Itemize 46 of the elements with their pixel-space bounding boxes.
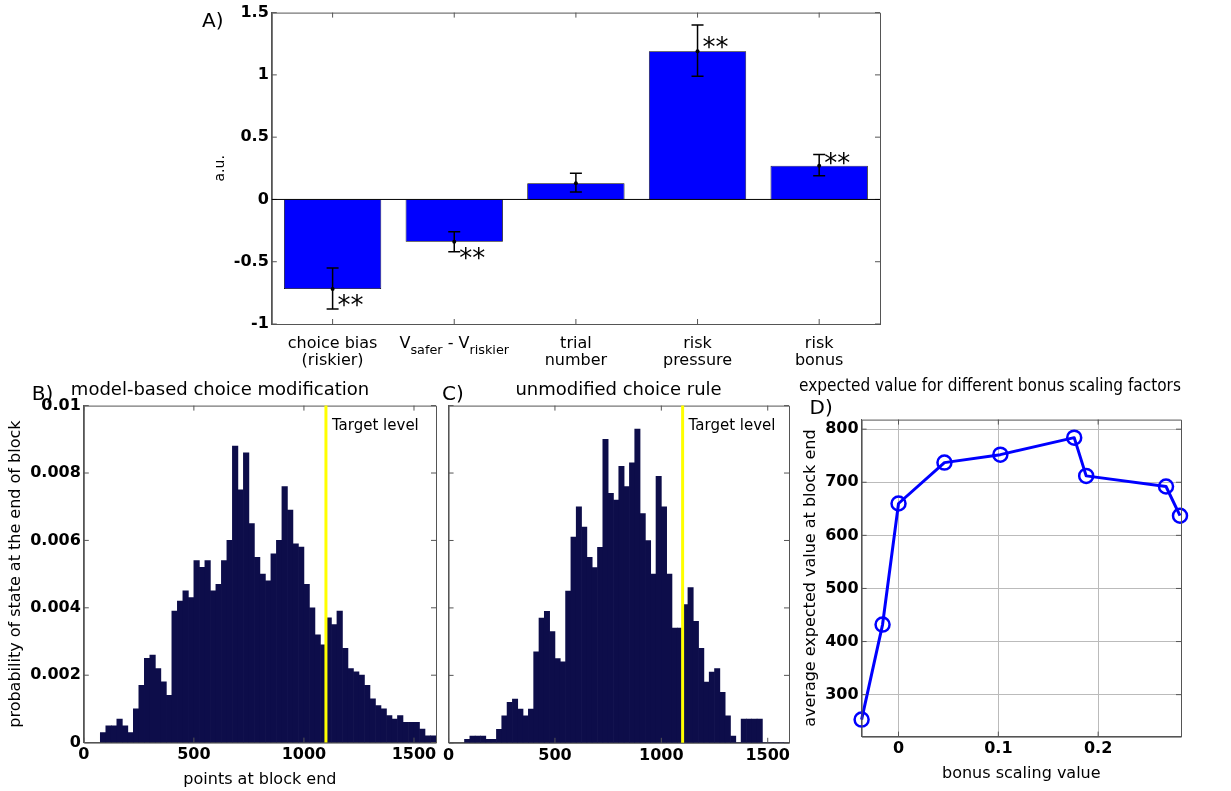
y-tick-label: 300 [825, 683, 859, 703]
y-tick-label: -0.5 [233, 250, 269, 270]
x-tick-label: 0.2 [1083, 738, 1113, 758]
x-tick-label: choice bias (riskier) [287, 333, 378, 369]
y-axis-title: a.u. [211, 155, 228, 182]
y-tick-label: 0.006 [30, 529, 81, 549]
x-axis-title: points at block end [183, 768, 337, 788]
annotation: ** [702, 32, 729, 63]
x-tick-label: trial number [544, 333, 608, 369]
x-tick-label: 0 [443, 744, 455, 764]
text: D) [809, 394, 833, 419]
annotation: ** [459, 243, 486, 273]
x-tick-label: risk bonus [794, 333, 844, 369]
x-tick-label: 1000 [639, 744, 684, 764]
x-tick-label: 0.1 [984, 738, 1013, 758]
x-tick-label: 1000 [281, 744, 327, 764]
y-tick-label: 0 [257, 188, 269, 208]
y-tick-label: 1 [257, 64, 269, 84]
y-tick-label: -1 [251, 313, 269, 333]
x-tick-label: 0 [892, 738, 905, 758]
y-tick-label: 0.008 [30, 462, 81, 482]
ref-line-label: Target level [687, 415, 776, 434]
x-tick-label: 500 [177, 744, 211, 764]
y-tick-label: 1.5 [240, 1, 269, 21]
y-tick-label: 500 [825, 577, 859, 597]
x-tick-label: 1500 [745, 744, 790, 764]
text: C) [442, 380, 464, 405]
text: A) [202, 7, 224, 32]
chart-title: expected value for different bonus scaling factors [799, 374, 1181, 396]
chart-title: unmodified choice rule [515, 378, 722, 400]
x-tick-label: 500 [538, 744, 572, 764]
y-tick-label: 0.004 [30, 596, 81, 616]
x-tick-label: 1500 [391, 744, 437, 764]
annotation: ** [337, 290, 364, 321]
y-tick-label: 0.5 [240, 126, 269, 146]
y-tick-label: 800 [825, 418, 859, 438]
y-tick-label: 600 [825, 524, 859, 544]
y-tick-label: 0.002 [30, 664, 81, 684]
y-axis-title: probability of state at the end of block [4, 419, 24, 728]
y-tick-label: 400 [825, 630, 859, 650]
y-tick-label: 700 [825, 471, 859, 491]
annotation: ** [824, 148, 851, 179]
x-axis-title: bonus scaling value [942, 762, 1101, 782]
ref-line-label: Target level [330, 415, 419, 434]
x-tick-label: risk pressure [662, 333, 733, 369]
y-axis-title: average expected value at block end [799, 429, 819, 727]
